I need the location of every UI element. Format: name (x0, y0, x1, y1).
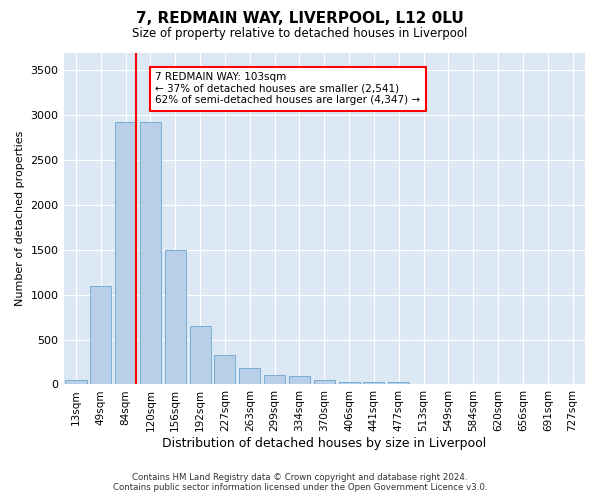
Bar (239, 368, 260, 384)
Bar (338, 382, 359, 384)
Text: Contains HM Land Registry data © Crown copyright and database right 2024.
Contai: Contains HM Land Registry data © Crown c… (113, 473, 487, 492)
Text: 7, REDMAIN WAY, LIVERPOOL, L12 0LU: 7, REDMAIN WAY, LIVERPOOL, L12 0LU (136, 11, 464, 26)
Text: 7 REDMAIN WAY: 103sqm
← 37% of detached houses are smaller (2,541)
62% of semi-d: 7 REDMAIN WAY: 103sqm ← 37% of detached … (155, 72, 421, 106)
X-axis label: Distribution of detached houses by size in Liverpool: Distribution of detached houses by size … (162, 437, 487, 450)
Bar (214, 355, 235, 384)
Y-axis label: Number of detached properties: Number of detached properties (15, 131, 25, 306)
Bar (314, 380, 335, 384)
Bar (264, 376, 285, 384)
Bar (90, 286, 112, 384)
Bar (140, 122, 161, 384)
Bar (190, 326, 211, 384)
Bar (388, 382, 409, 384)
Bar (364, 382, 385, 384)
Bar (289, 376, 310, 384)
Bar (65, 380, 86, 384)
Bar (115, 122, 136, 384)
Text: Size of property relative to detached houses in Liverpool: Size of property relative to detached ho… (133, 28, 467, 40)
Bar (165, 250, 186, 384)
